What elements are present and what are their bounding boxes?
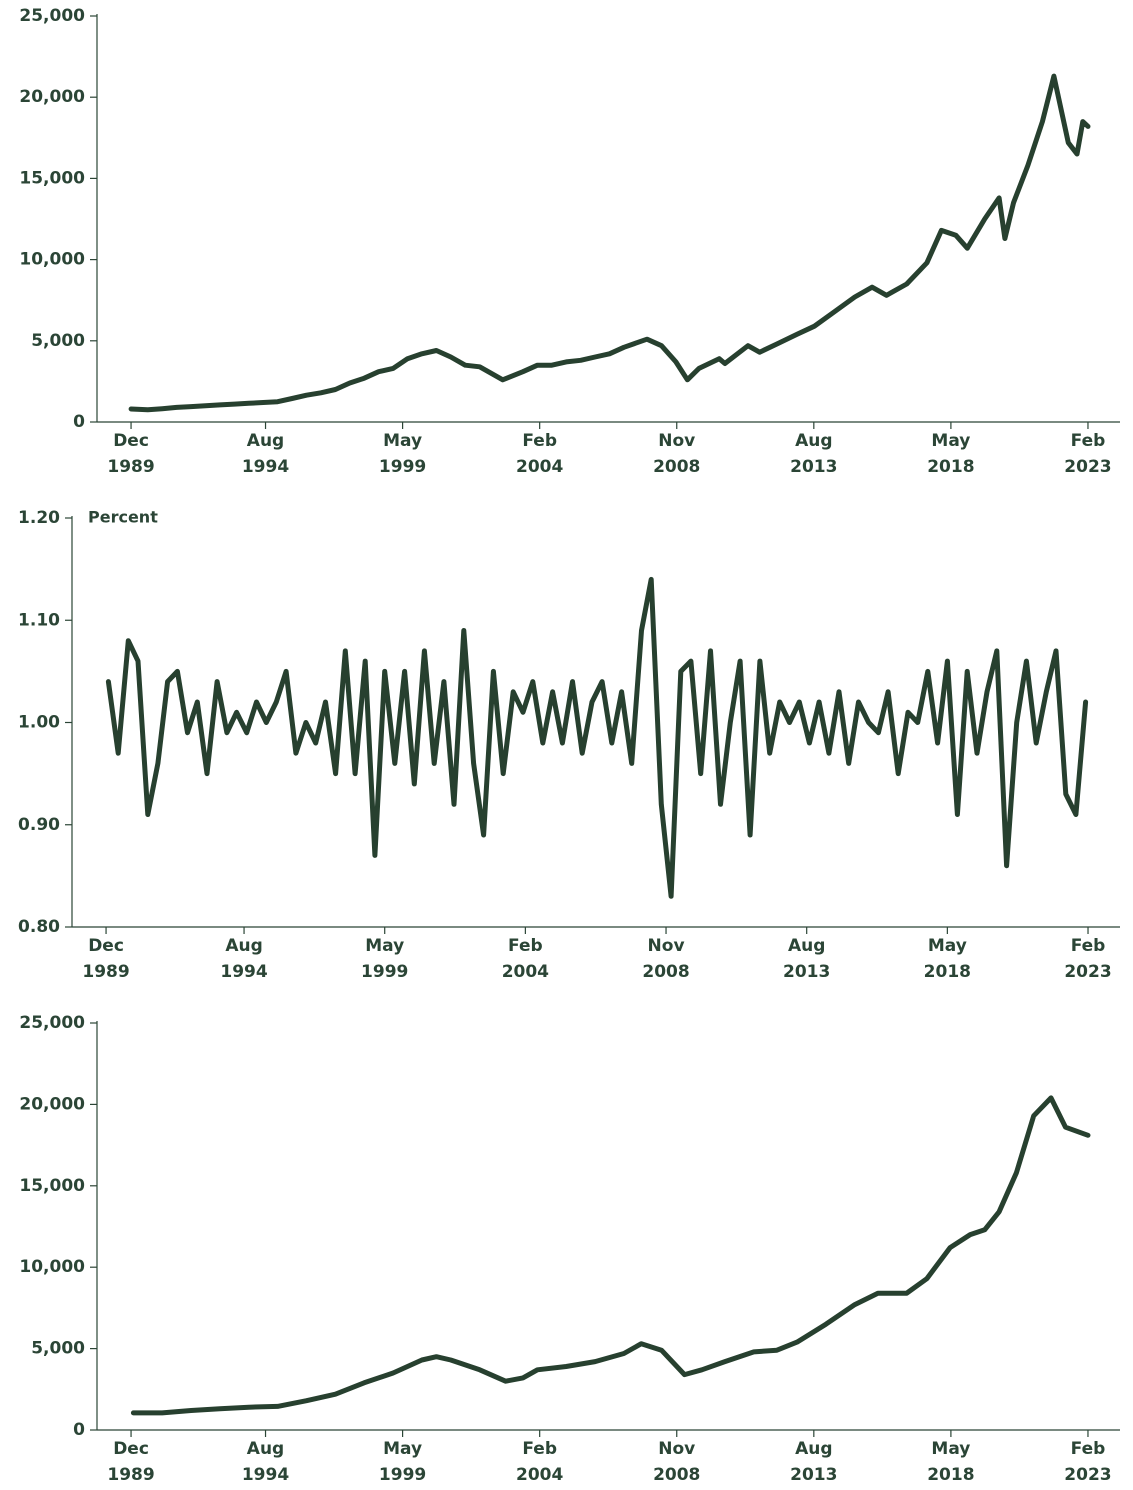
x-tick-label: Aug 2013	[790, 1439, 838, 1485]
x-tick-label: Nov 2008	[653, 1439, 701, 1485]
x-tick-label: Feb 2004	[516, 1439, 564, 1485]
x-tick-label: May 2018	[923, 936, 971, 982]
x-tick-label: May 2018	[927, 1439, 975, 1485]
y-tick-label: 20,000	[19, 87, 85, 107]
x-tick-label: Feb 2023	[1064, 936, 1112, 982]
x-tick-label: Feb 2023	[1064, 431, 1112, 477]
y-tick-label: 5,000	[31, 331, 85, 351]
x-tick-label: Feb 2023	[1064, 1439, 1112, 1485]
y-tick-label: 15,000	[19, 168, 85, 188]
x-tick-label: May 1999	[378, 1439, 427, 1485]
data-line	[105, 576, 1089, 899]
y-axis-label: Percent	[88, 508, 158, 527]
y-tick-label: 10,000	[19, 250, 85, 270]
x-tick-label: Nov 2008	[642, 936, 690, 982]
y-tick-label: 0	[73, 1420, 85, 1440]
y-tick-label: 1.20	[18, 508, 60, 528]
x-tick-label: May 2018	[927, 431, 975, 477]
y-tick-label: 20,000	[19, 1094, 85, 1114]
y-tick-label: 0.80	[18, 917, 60, 937]
y-tick-label: 25,000	[19, 1013, 85, 1033]
x-tick-label: Aug 1994	[241, 431, 290, 477]
y-tick-label: 25,000	[19, 6, 85, 26]
y-tick-label: 15,000	[19, 1176, 85, 1196]
y-tick-label: 5,000	[31, 1339, 85, 1359]
y-tick-label: 0.90	[18, 815, 60, 835]
x-tick-label: Dec 1989	[107, 431, 155, 477]
x-tick-label: Feb 2004	[516, 431, 564, 477]
y-tick-label: 0	[73, 412, 85, 432]
x-tick-label: Aug 2013	[783, 936, 831, 982]
x-tick-label: Aug 2013	[790, 431, 838, 477]
x-tick-label: May 1999	[378, 431, 427, 477]
x-tick-label: Dec 1989	[107, 1439, 155, 1485]
x-tick-label: Aug 1994	[220, 936, 268, 982]
y-tick-label: 1.00	[18, 713, 60, 733]
x-tick-label: Dec 1989	[82, 936, 130, 982]
y-tick-label: 10,000	[19, 1257, 85, 1277]
data-line	[130, 1095, 1091, 1416]
x-tick-label: May 1999	[361, 936, 409, 982]
x-tick-label: Aug 1994	[241, 1439, 290, 1485]
x-tick-label: Feb 2004	[501, 936, 550, 982]
data-line	[128, 73, 1091, 413]
y-tick-label: 1.10	[18, 610, 60, 630]
x-tick-label: Nov 2008	[653, 431, 701, 477]
